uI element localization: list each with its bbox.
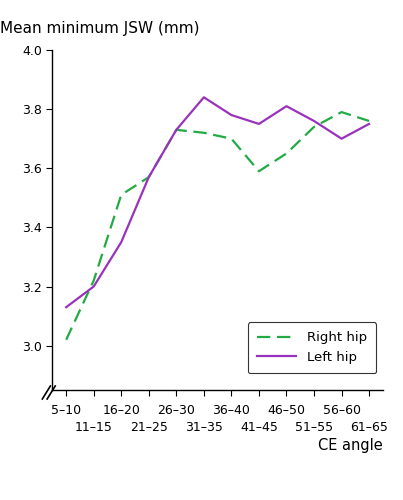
Text: 56–60: 56–60 [322,404,361,417]
Text: CE angle: CE angle [318,438,383,453]
Legend: Right hip, Left hip: Right hip, Left hip [247,322,376,373]
Text: 36–40: 36–40 [212,404,250,417]
Text: 46–50: 46–50 [268,404,305,417]
Text: 16–20: 16–20 [102,404,140,417]
Text: Mean minimum JSW (mm): Mean minimum JSW (mm) [0,22,199,36]
Text: 41–45: 41–45 [240,421,278,434]
Text: 61–65: 61–65 [350,421,388,434]
Text: 31–35: 31–35 [185,421,223,434]
Text: 5–10: 5–10 [51,404,81,417]
Text: 51–55: 51–55 [295,421,333,434]
Text: 21–25: 21–25 [130,421,168,434]
Text: 26–30: 26–30 [158,404,195,417]
Text: 11–15: 11–15 [75,421,112,434]
